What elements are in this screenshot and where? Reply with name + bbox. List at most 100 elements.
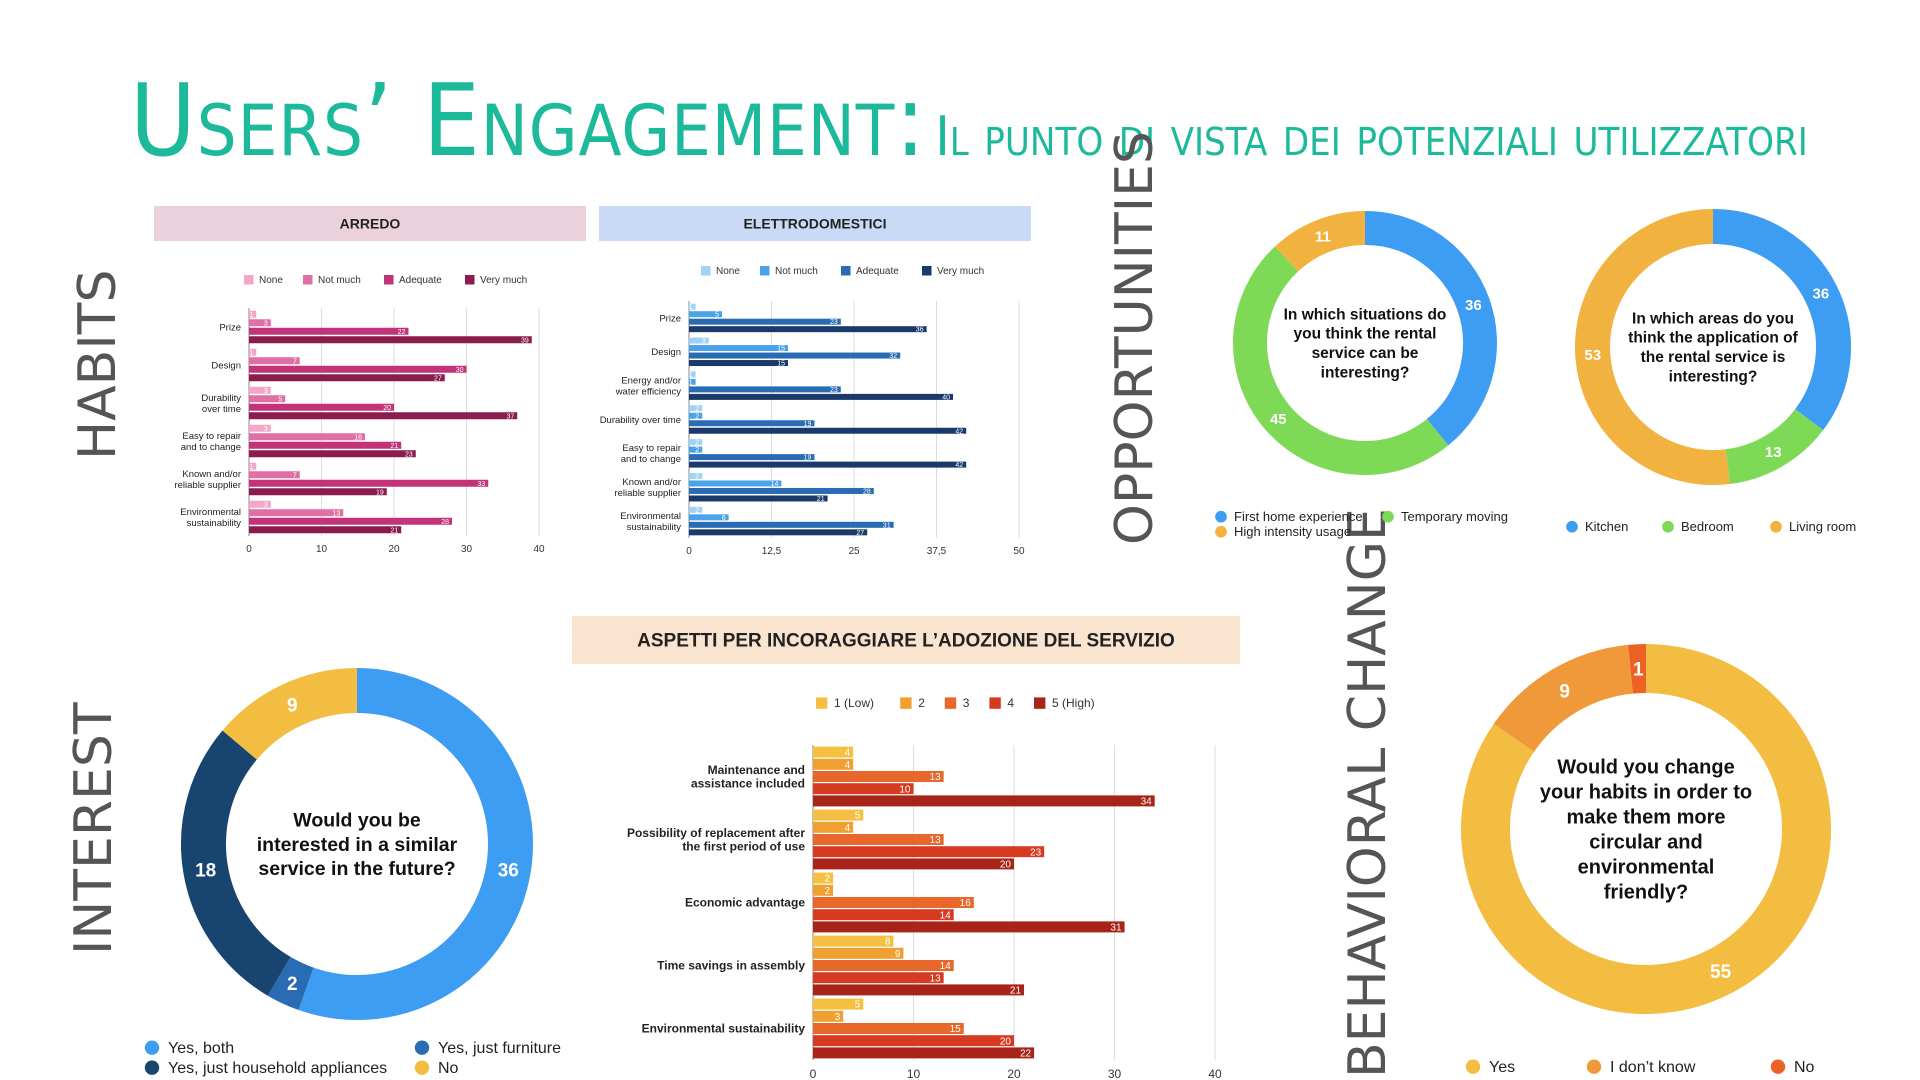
donut-slice: [1233, 246, 1449, 475]
category-label: Possibility of replacement after: [627, 826, 805, 840]
bar: [249, 412, 518, 420]
bar-value-label: 2: [695, 447, 699, 454]
legend-swatch: [944, 697, 957, 709]
bar: [249, 424, 271, 432]
legend-label: Yes: [1489, 1059, 1515, 1076]
donut-slice: [267, 956, 315, 1011]
bar-value-label: 14: [940, 910, 952, 921]
legend-swatch: [816, 697, 828, 709]
bar-value-label: 28: [863, 488, 871, 495]
bar: [813, 998, 864, 1010]
bar: [249, 310, 257, 318]
bar-value-label: 8: [885, 937, 891, 948]
bar-value-label: 21: [817, 496, 825, 503]
bar: [689, 303, 696, 310]
category-label: the first period of use: [682, 840, 805, 854]
legend-marker: [1215, 525, 1227, 538]
bar-value-label: 20: [383, 405, 391, 412]
bar: [689, 521, 894, 528]
bar-value-label: 34: [1141, 797, 1153, 808]
chart-title: ARREDO: [340, 215, 401, 231]
category-label: Maintenance and: [708, 763, 805, 777]
donut-slice: [1493, 644, 1634, 753]
bar-value-label: 31: [883, 522, 891, 529]
bar: [813, 1010, 844, 1022]
bar-value-label: 27: [856, 530, 864, 537]
bar-value-label: 2: [695, 413, 699, 420]
donut-slice: [1575, 209, 1730, 485]
bar-value-label: 3: [835, 1012, 841, 1023]
slice-value-label: 9: [1559, 681, 1570, 702]
x-tick-label: 30: [1108, 1067, 1122, 1080]
legend-label: I don’t know: [1610, 1059, 1696, 1076]
bar-value-label: 23: [830, 319, 838, 326]
donut-slice: [1364, 211, 1497, 446]
bar-value-label: 4: [845, 823, 851, 834]
slice-value-label: 45: [1270, 411, 1287, 428]
chart-aspetti: ASPETTI PER INCORAGGIARE L’ADOZIONE DEL …: [572, 616, 1240, 1080]
bar: [249, 450, 416, 458]
bar-value-label: 22: [1020, 1049, 1032, 1060]
legend-swatch: [303, 275, 313, 285]
bar: [689, 439, 703, 446]
bar: [689, 386, 841, 393]
bar-value-label: 37: [506, 413, 514, 420]
category-label: water efficiency: [615, 386, 682, 397]
category-label: sustainability: [627, 522, 682, 533]
donut-question: you think the rental: [1294, 326, 1437, 343]
bar-value-label: 7: [293, 358, 297, 365]
bar-value-label: 21: [1010, 986, 1022, 997]
bar-value-label: 4: [845, 748, 851, 759]
bar-value-label: 16: [960, 898, 972, 909]
bar-value-label: 33: [477, 481, 485, 488]
legend-marker: [414, 1060, 430, 1075]
bar-value-label: 5: [855, 811, 861, 822]
x-tick-label: 20: [1007, 1067, 1021, 1080]
legend-label: Very much: [937, 266, 984, 277]
chart-title: ELETTRODOMESTICI: [743, 215, 886, 231]
legend-label: First home experience: [1234, 509, 1363, 524]
donut-question: make them more: [1567, 807, 1726, 829]
legend-marker: [1770, 520, 1782, 533]
donut-question: In which situations do: [1284, 306, 1447, 323]
bar-value-label: 1: [249, 312, 253, 319]
slice-value-label: 1: [1633, 660, 1644, 681]
bar: [813, 921, 1125, 933]
bar-value-label: 6: [722, 515, 726, 522]
title-sub: Il punto di vista dei potenziali utilizz…: [935, 105, 1808, 168]
legend-marker: [1770, 1059, 1786, 1074]
bar: [813, 884, 834, 896]
legend-marker: [1382, 510, 1394, 523]
category-label: Known and/or: [182, 469, 241, 480]
category-label: Known and/or: [622, 477, 681, 488]
bar-value-label: 13: [332, 510, 340, 517]
bar: [813, 746, 854, 758]
bar: [813, 758, 854, 770]
x-tick-label: 0: [246, 544, 252, 555]
bar-value-label: 40: [942, 394, 950, 401]
legend-label: Temporary moving: [1401, 509, 1508, 524]
donut-question: service can be: [1312, 345, 1419, 362]
donut-slice: [1274, 211, 1366, 272]
bar-value-label: 23: [1030, 847, 1042, 858]
bar: [249, 374, 445, 382]
chart-elettrodomestici: ELETTRODOMESTICI None Not much Adequate Very…: [599, 206, 1031, 557]
bar: [249, 500, 271, 508]
bar: [813, 960, 954, 971]
bar-value-label: 3: [264, 388, 268, 395]
bar: [689, 360, 788, 367]
bar-value-label: 42: [955, 428, 963, 435]
chart-arredo: ARREDO None Not much Adequate Very much 0 10 20…: [154, 206, 586, 555]
bar-value-label: 28: [441, 519, 449, 526]
category-label: Design: [211, 360, 241, 371]
slice-value-label: 11: [1315, 228, 1331, 245]
bar-value-label: 20: [1000, 1036, 1012, 1047]
donut-question: friendly?: [1604, 882, 1688, 904]
bar-value-label: 21: [390, 527, 398, 534]
bar: [813, 809, 864, 821]
donut-question: service in the future?: [258, 858, 455, 880]
bar: [249, 336, 532, 344]
category-label: reliable supplier: [174, 480, 241, 491]
chart-behavior: 55 9 1 Would you change your habits in order…: [1461, 644, 1831, 1076]
legend-marker: [1586, 1059, 1602, 1074]
